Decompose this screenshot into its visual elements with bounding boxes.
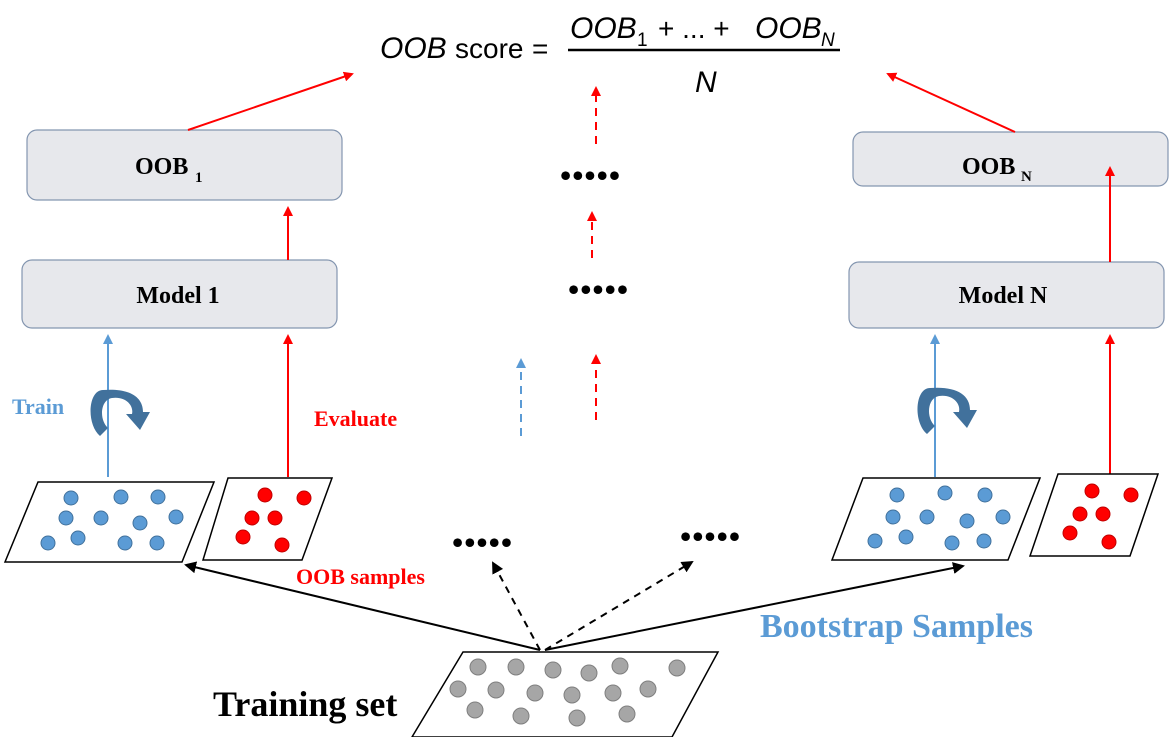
oobn-to-score-arrow (886, 72, 1016, 133)
formula-equals: = (532, 33, 548, 64)
training-set-dots (449, 657, 686, 727)
oob-samples-label: OOB samples (296, 564, 425, 589)
oobn-box (852, 131, 1169, 187)
ellipsis-mid-middle: ••••• (568, 271, 629, 307)
oob-score-formula: OOB score = OOB 1 + ... + OOB N N (380, 12, 840, 99)
oob1-box-sub: 1 (195, 170, 203, 186)
ellipsis-lower-left: ••••• (452, 524, 513, 560)
bootstrap-samples-label: Bootstrap Samples (760, 608, 1033, 645)
formula-lhs-word: score (455, 33, 523, 64)
ellipsis-lower-right: ••••• (680, 518, 741, 554)
dashed-arrow-lower-left (492, 561, 541, 651)
oobn-box-label: OOB (962, 154, 1015, 180)
train-label: Train (12, 394, 64, 419)
formula-numerator-oobn-sub: N (821, 30, 835, 51)
formula-denominator: N (695, 66, 717, 99)
model1-box-label: Model 1 (136, 283, 219, 309)
training-set-label: Training set (213, 684, 397, 724)
oob1-box-label: OOB (135, 154, 188, 180)
model1-box (21, 259, 338, 329)
modeln-box (848, 261, 1165, 329)
formula-numerator-middle: + ... + (658, 13, 730, 44)
formula-numerator-oob1: OOB (570, 12, 637, 45)
ellipsis-mid-top: ••••• (560, 157, 621, 193)
oob-dots-right (1062, 483, 1139, 550)
to-bootstrap-left-arrow (184, 561, 541, 651)
retrain-curved-arrow-icon-right (917, 387, 977, 434)
formula-numerator-oobn: OOB (755, 12, 822, 45)
oobn-box-sub: N (1021, 169, 1032, 185)
oob1-to-score-arrow (187, 71, 354, 131)
retrain-curved-arrow-icon (90, 389, 150, 436)
to-bootstrap-right-arrow (544, 562, 965, 651)
dashed-arrow-lower-right (544, 560, 694, 651)
bootstrap-sample-left (3, 481, 216, 563)
bootstrap-dots-left (40, 489, 184, 551)
modeln-box-label: Model N (959, 283, 1048, 309)
formula-lhs-var: OOB (380, 32, 447, 65)
bootstrap-dots-right (867, 485, 1011, 551)
oob1-box (26, 129, 343, 201)
oob-dots-left (235, 487, 312, 553)
evaluate-label: Evaluate (314, 406, 397, 431)
formula-numerator-oob1-sub: 1 (637, 30, 648, 51)
